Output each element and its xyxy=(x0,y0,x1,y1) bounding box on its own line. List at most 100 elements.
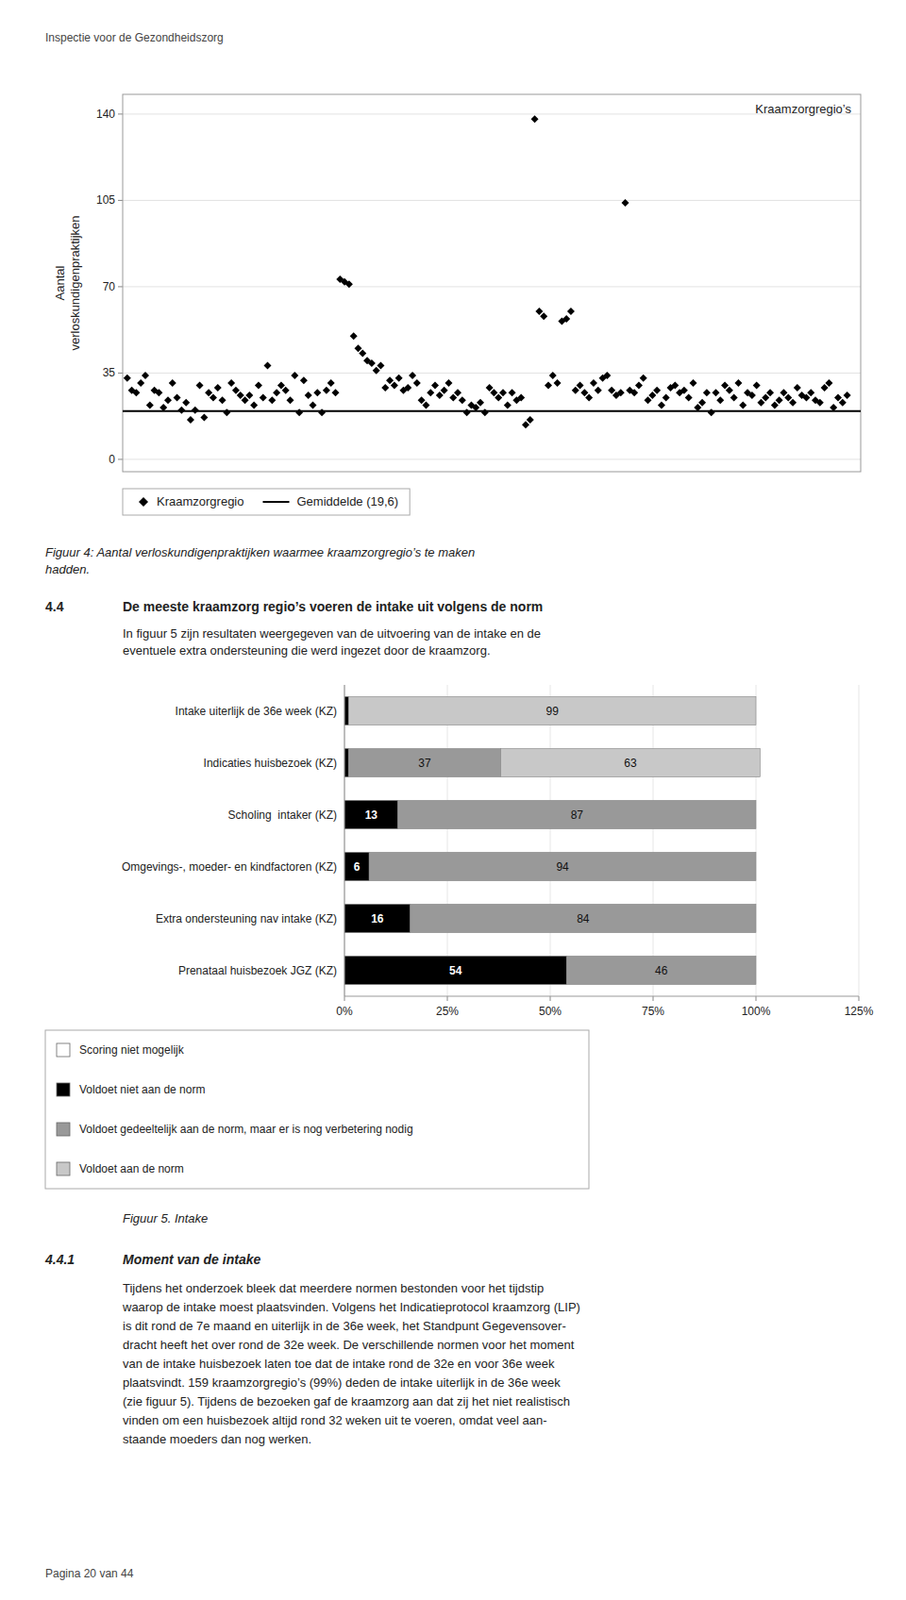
tick-mark xyxy=(344,996,346,1002)
scatter-point xyxy=(721,381,729,389)
section-number: 4.4 xyxy=(45,599,65,615)
scatter-point xyxy=(685,394,693,403)
scatter-point xyxy=(517,394,525,403)
scatter-point xyxy=(358,350,367,358)
figure-caption: hadden. xyxy=(45,562,90,577)
scatter-point xyxy=(476,399,485,407)
scatter-point xyxy=(209,394,218,403)
scatter-point xyxy=(421,401,430,409)
scatter-point xyxy=(286,396,295,404)
scatter-point xyxy=(535,307,543,316)
scatter-point xyxy=(703,388,711,397)
scatter-point xyxy=(463,408,471,417)
scatter-point xyxy=(621,199,630,207)
scatter-point xyxy=(576,381,585,389)
scatter-point xyxy=(730,394,739,403)
figure-caption: Figuur 5. Intake xyxy=(122,1211,208,1226)
scatter-point xyxy=(353,344,362,353)
scatter-point xyxy=(657,401,666,409)
bar-segment xyxy=(755,852,757,881)
scatter-point xyxy=(177,406,185,415)
scatter-point xyxy=(368,359,376,368)
tick-mark xyxy=(858,996,860,1002)
scatter-point xyxy=(227,379,235,387)
legend-label: Voldoet niet aan de norm xyxy=(79,1083,205,1097)
bar-segment xyxy=(755,800,757,829)
data-label: 63 xyxy=(623,756,638,771)
category-label: Indicaties huisbezoek (KZ) xyxy=(203,756,337,771)
bar-segment xyxy=(501,748,761,777)
scatter-point xyxy=(395,374,403,383)
scatter-point xyxy=(453,388,462,397)
scatter-point xyxy=(471,403,480,412)
scatter-point xyxy=(245,391,253,400)
plot-background xyxy=(122,94,861,472)
bar-segment xyxy=(344,696,349,725)
legend-line xyxy=(263,501,290,504)
data-label: 46 xyxy=(654,964,669,978)
grid-line xyxy=(122,200,861,202)
scatter-point xyxy=(222,408,231,417)
grid-line xyxy=(122,458,861,460)
body-text: (zie figuur 5). Tijdens de bezoeken gaf … xyxy=(122,1394,571,1410)
grid-line xyxy=(653,685,655,997)
scatter-point xyxy=(494,394,503,403)
scatter-point xyxy=(204,388,213,397)
bars xyxy=(344,696,760,985)
scatter-point xyxy=(779,388,788,397)
tick-label: 50% xyxy=(538,1005,562,1019)
scatter-point xyxy=(132,388,140,397)
section-number: 4.4.1 xyxy=(44,1252,75,1268)
scatter-point xyxy=(372,367,381,375)
scatter-point xyxy=(268,396,276,404)
scatter-point xyxy=(499,388,507,397)
grid-line xyxy=(344,685,346,997)
scatter-point xyxy=(607,386,616,395)
data-label: 54 xyxy=(449,964,463,978)
tick-mark xyxy=(653,996,655,1002)
tick-label: 0% xyxy=(335,1005,353,1019)
bar-segment xyxy=(344,852,370,881)
scatter-point xyxy=(562,315,571,323)
category-label: Omgevings-, moeder- en kindfactoren (KZ) xyxy=(121,860,337,874)
data-label: 6 xyxy=(353,860,361,874)
scatter-point xyxy=(159,403,168,412)
scatter-point xyxy=(753,381,761,389)
category-label: Extra ondersteuning nav intake (KZ) xyxy=(155,912,337,926)
data-label: 94 xyxy=(555,860,570,874)
bar-segment xyxy=(348,696,756,725)
bar-segment xyxy=(410,904,756,933)
scatter-point xyxy=(503,401,512,409)
scatter-point xyxy=(264,362,272,370)
axis-line xyxy=(344,996,859,998)
scatter-point xyxy=(748,391,756,400)
scatter-point xyxy=(756,399,765,407)
scatter-point xyxy=(236,391,245,400)
bar-segment xyxy=(755,904,757,933)
scatter-point xyxy=(688,379,697,387)
scatter-point xyxy=(214,384,222,392)
bar-segment xyxy=(369,852,756,881)
scatter-point xyxy=(218,396,227,404)
body-text: dracht heeft het over rond de 32e week. … xyxy=(122,1338,575,1353)
mean-line xyxy=(122,410,861,413)
scatter-point xyxy=(168,379,177,387)
scatter-point xyxy=(300,376,308,385)
scatter-point xyxy=(617,388,625,397)
scatter-point xyxy=(761,394,770,403)
category-label: Intake uiterlijk de 36e week (KZ) xyxy=(175,704,337,719)
scatter-point xyxy=(186,416,195,424)
scatter-point xyxy=(250,401,258,409)
data-labels: 993763138769416845446 xyxy=(353,704,669,978)
scatter-point xyxy=(390,381,399,389)
bar-segment xyxy=(348,748,501,777)
scatter-point xyxy=(635,381,643,389)
scatter-point xyxy=(806,388,815,397)
scatter-point xyxy=(553,379,562,387)
legend-label: Voldoet gedeeltelijk aan de norm, maar e… xyxy=(79,1123,414,1137)
body-text: In figuur 5 zijn resultaten weergegeven … xyxy=(122,626,541,641)
scatter-point xyxy=(698,399,706,407)
tick-label: 125% xyxy=(844,1005,874,1019)
tick-label: 70 xyxy=(102,280,117,294)
body-text: staande moeders dan nog werken. xyxy=(122,1432,312,1447)
